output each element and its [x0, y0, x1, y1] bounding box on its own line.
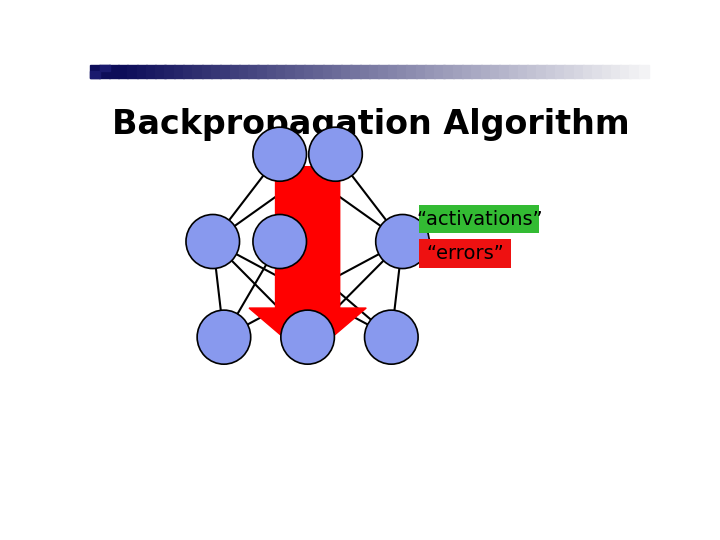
Bar [323, 65, 333, 78]
Bar [397, 65, 408, 78]
Bar [266, 65, 277, 78]
Polygon shape [249, 167, 366, 358]
Bar [202, 65, 212, 78]
Bar [369, 65, 379, 78]
Ellipse shape [364, 310, 418, 364]
Bar [127, 65, 138, 78]
Text: “errors”: “errors” [426, 244, 504, 263]
Bar [313, 65, 323, 78]
Bar [508, 65, 519, 78]
Ellipse shape [281, 310, 334, 364]
Bar [183, 65, 194, 78]
Bar [472, 65, 482, 78]
Bar [490, 65, 500, 78]
Bar [276, 65, 287, 78]
Bar [378, 65, 389, 78]
Bar [444, 65, 454, 78]
Bar [230, 65, 240, 78]
Bar [164, 65, 175, 78]
Bar [629, 65, 640, 78]
Bar [601, 65, 612, 78]
Bar [453, 65, 463, 78]
Ellipse shape [186, 214, 240, 268]
Bar [341, 65, 351, 78]
Ellipse shape [253, 214, 307, 268]
Ellipse shape [197, 310, 251, 364]
Bar [220, 65, 230, 78]
Bar [174, 65, 184, 78]
Bar [620, 65, 631, 78]
Bar [351, 65, 361, 78]
Bar [518, 65, 528, 78]
Bar [564, 65, 575, 78]
Bar [100, 65, 110, 71]
Bar [332, 65, 342, 78]
Bar [155, 65, 166, 78]
Bar [387, 65, 398, 78]
Bar [419, 239, 511, 268]
Bar [593, 65, 603, 78]
Bar [555, 65, 565, 78]
Bar [304, 65, 315, 78]
Bar [419, 205, 539, 233]
Bar [546, 65, 556, 78]
Ellipse shape [376, 214, 429, 268]
Bar [499, 65, 510, 78]
Bar [90, 65, 100, 78]
Bar [90, 71, 100, 78]
Bar [462, 65, 472, 78]
Bar [434, 65, 444, 78]
Bar [527, 65, 538, 78]
Bar [406, 65, 417, 78]
Bar [118, 65, 128, 78]
Bar [294, 65, 305, 78]
Bar [137, 65, 147, 78]
Bar [611, 65, 621, 78]
Bar [481, 65, 491, 78]
Text: Backpropagation Algorithm: Backpropagation Algorithm [112, 109, 630, 141]
Bar [285, 65, 296, 78]
Bar [639, 65, 649, 78]
Bar [109, 65, 119, 78]
Bar [192, 65, 203, 78]
Bar [211, 65, 221, 78]
Bar [425, 65, 435, 78]
Bar [360, 65, 370, 78]
Bar [574, 65, 584, 78]
Bar [415, 65, 426, 78]
Ellipse shape [309, 127, 362, 181]
Bar [258, 65, 268, 78]
Ellipse shape [253, 127, 307, 181]
Bar [145, 65, 156, 78]
Bar [99, 65, 109, 78]
Text: “activations”: “activations” [416, 210, 542, 228]
Bar [239, 65, 249, 78]
Bar [536, 65, 546, 78]
Bar [583, 65, 593, 78]
Bar [248, 65, 258, 78]
